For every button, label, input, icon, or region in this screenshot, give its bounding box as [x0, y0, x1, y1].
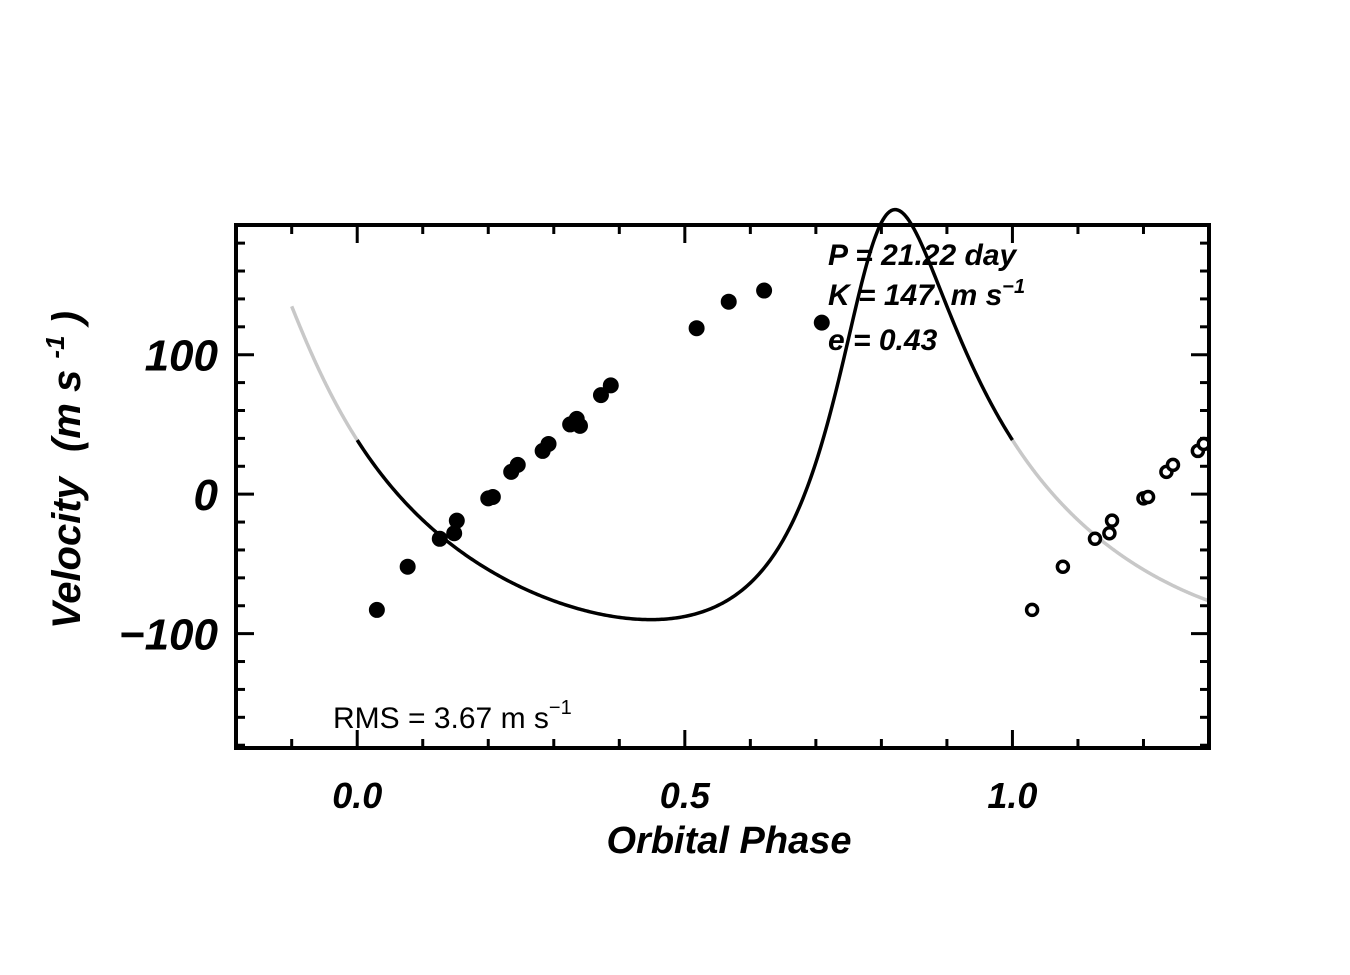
- data-point-open: [1102, 525, 1117, 541]
- annotation-amplitude: K = 147. m s−1: [828, 276, 1025, 312]
- data-point-filled: [509, 456, 526, 473]
- data-points-group: [368, 282, 1212, 618]
- annotation-eccentricity: e = 0.43: [828, 324, 938, 357]
- data-point-open: [1055, 559, 1071, 574]
- y-axis-title-units: (m s: [45, 370, 89, 452]
- annotation-rms: RMS = 3.67 m s−1: [333, 697, 572, 735]
- data-point-open: [1140, 489, 1156, 505]
- data-point-filled: [688, 320, 705, 337]
- data-point-filled: [431, 530, 448, 547]
- annotation-amplitude-text: K = 147. m s: [828, 279, 1002, 312]
- x-tick-label: 1.0: [987, 775, 1037, 816]
- y-axis-title-units-close: ): [45, 311, 89, 328]
- data-point-filled: [399, 558, 416, 575]
- annotation-period: P = 21.22 day: [828, 239, 1018, 272]
- model-curve-main: [355, 207, 1014, 622]
- data-point-open: [1024, 602, 1040, 618]
- tick-labels-group: 0.0 0.5 1.0 100 0 −100: [119, 332, 1038, 816]
- x-axis-title: Orbital Phase: [607, 820, 852, 862]
- data-point-open: [1087, 531, 1103, 547]
- y-axis-title-units-exponent: -1: [40, 335, 70, 358]
- annotation-rms-text: RMS = 3.67 m s: [333, 702, 549, 735]
- x-tick-label: 0.0: [332, 775, 382, 816]
- y-axis-title: Velocity (m s -1 ): [29, 311, 89, 629]
- y-tick-label: 100: [145, 332, 219, 381]
- data-point-filled: [602, 377, 619, 394]
- data-point-filled: [813, 314, 830, 331]
- data-point-filled: [368, 601, 385, 618]
- model-curve-extension-left: [290, 305, 359, 442]
- plot-frame: [234, 223, 1211, 750]
- annotation-rms-exponent: −1: [549, 697, 572, 719]
- model-curve-extension-right: [1010, 439, 1210, 603]
- data-point-filled: [756, 282, 773, 299]
- y-axis-title-main: Velocity: [45, 475, 89, 629]
- x-tick-label: 0.5: [660, 775, 711, 816]
- data-point-filled: [571, 417, 588, 434]
- data-point-filled: [592, 387, 609, 404]
- data-point-filled: [720, 293, 737, 310]
- y-tick-label: 0: [194, 471, 219, 520]
- data-point-filled: [540, 435, 557, 452]
- annotation-amplitude-exponent: −1: [1002, 276, 1025, 298]
- data-point-open: [1165, 457, 1181, 473]
- data-point-open: [1104, 513, 1120, 528]
- model-curve-group: [290, 207, 1210, 622]
- data-point-filled: [448, 512, 465, 529]
- data-point-filled: [484, 488, 501, 505]
- y-tick-label: −100: [119, 611, 219, 660]
